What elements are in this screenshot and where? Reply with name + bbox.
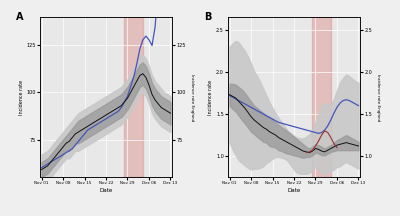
Text: B: B: [204, 13, 212, 22]
Y-axis label: Incidence rate England: Incidence rate England: [376, 74, 380, 121]
Y-axis label: Incidence rate England: Incidence rate England: [190, 74, 194, 121]
Bar: [124, 17, 143, 177]
X-axis label: Date: Date: [287, 188, 301, 193]
Text: A: A: [16, 13, 24, 22]
Y-axis label: Incidence rate: Incidence rate: [19, 80, 24, 115]
Y-axis label: Incidence rate: Incidence rate: [208, 80, 213, 115]
X-axis label: Date: Date: [99, 188, 113, 193]
Bar: [312, 17, 331, 177]
